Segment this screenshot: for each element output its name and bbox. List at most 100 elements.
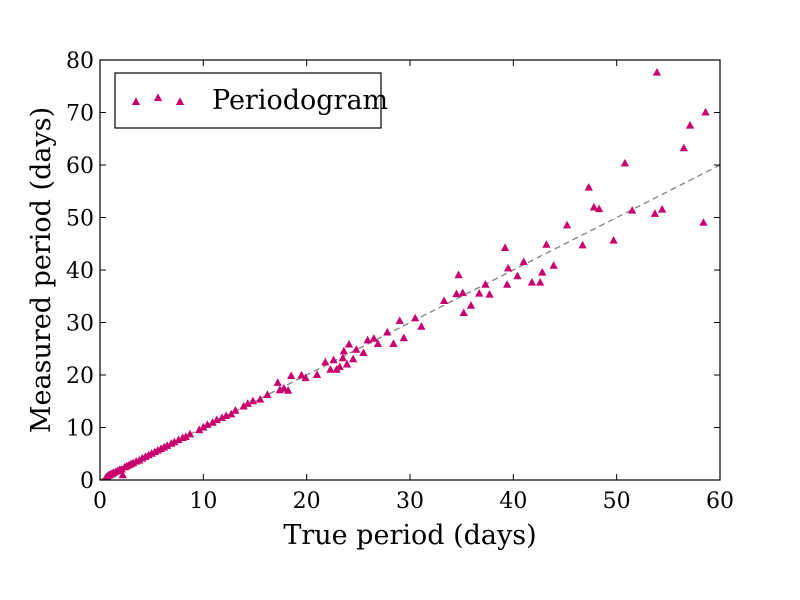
- data-point: [256, 395, 265, 403]
- data-point: [628, 206, 637, 214]
- data-point: [699, 218, 708, 226]
- data-point: [389, 339, 398, 348]
- data-point: [679, 143, 688, 152]
- data-point: [118, 470, 127, 479]
- data-point: [338, 353, 347, 362]
- data-point: [701, 107, 710, 116]
- legend-marker: [153, 93, 163, 101]
- y-tick-label: 10: [66, 417, 94, 442]
- data-point: [227, 409, 236, 418]
- data-point: [287, 371, 296, 380]
- data-point: [373, 339, 383, 348]
- data-point: [349, 354, 358, 363]
- data-point: [500, 243, 510, 251]
- x-tick-label: 40: [499, 489, 527, 514]
- y-axis-label: Measured period (days): [26, 107, 57, 433]
- data-point: [297, 370, 306, 379]
- data-point: [359, 348, 368, 356]
- data-point: [504, 263, 513, 272]
- data-point: [542, 240, 551, 248]
- data-point: [502, 280, 512, 288]
- y-tick-label: 50: [66, 207, 94, 232]
- data-point: [312, 370, 322, 378]
- data-point: [519, 257, 528, 266]
- reference-line: [99, 164, 721, 481]
- x-tick-label: 0: [93, 489, 107, 514]
- data-point: [513, 271, 522, 280]
- data-point: [326, 365, 335, 373]
- x-tick-label: 10: [189, 489, 217, 514]
- data-point: [399, 333, 408, 342]
- data-point: [199, 422, 208, 431]
- data-point: [578, 240, 587, 249]
- data-point: [652, 68, 662, 76]
- data-point: [475, 289, 484, 297]
- y-tick-label: 60: [66, 154, 94, 179]
- data-point: [452, 289, 461, 298]
- data-point: [203, 420, 212, 428]
- data-point: [195, 425, 204, 434]
- data-point: [536, 278, 545, 286]
- y-tick-label: 80: [66, 49, 94, 74]
- data-point: [208, 418, 217, 426]
- data-point: [584, 182, 593, 191]
- data-point: [163, 441, 172, 449]
- data-point: [417, 322, 426, 330]
- data-point: [217, 413, 227, 422]
- data-point: [589, 202, 599, 211]
- y-tick-label: 40: [66, 259, 94, 284]
- plot-frame: [99, 59, 721, 481]
- data-point: [335, 362, 344, 371]
- data-point: [383, 327, 392, 336]
- data-point: [454, 270, 463, 279]
- y-tick-label: 30: [66, 312, 94, 337]
- data-point: [459, 308, 468, 317]
- data-point: [185, 429, 195, 438]
- data-point: [301, 373, 310, 382]
- x-axis-label: True period (days): [283, 520, 536, 551]
- data-points-layer: [102, 68, 710, 481]
- legend-marker: [131, 97, 141, 105]
- data-point: [352, 345, 361, 353]
- x-tick-label: 50: [603, 489, 631, 514]
- data-point: [657, 205, 667, 213]
- data-point: [363, 335, 372, 344]
- data-point: [321, 357, 330, 366]
- data-point: [458, 288, 467, 297]
- data-point: [339, 346, 349, 355]
- data-point: [481, 280, 490, 288]
- y-tick-label: 70: [66, 102, 94, 127]
- x-tick-label: 30: [396, 489, 424, 514]
- data-point: [243, 399, 252, 407]
- data-point: [263, 390, 272, 398]
- y-tick-label: 20: [66, 364, 94, 389]
- y-tick-label: 0: [80, 469, 94, 494]
- data-point: [342, 359, 352, 368]
- data-point: [527, 278, 537, 286]
- data-point: [231, 406, 240, 414]
- legend-marker-group: [131, 93, 185, 105]
- data-point: [329, 355, 338, 364]
- data-point: [609, 236, 618, 244]
- data-point: [174, 435, 183, 444]
- legend-label-periodogram: Periodogram: [212, 85, 388, 116]
- data-point: [273, 378, 282, 386]
- data-point: [239, 401, 248, 410]
- data-point: [212, 415, 221, 424]
- legend-marker: [175, 97, 185, 105]
- data-point: [248, 396, 258, 405]
- data-point: [439, 296, 449, 304]
- data-point: [279, 384, 289, 392]
- data-point: [538, 268, 547, 276]
- data-point: [650, 209, 660, 217]
- data-point: [283, 386, 293, 394]
- data-point: [549, 261, 558, 269]
- data-point: [466, 301, 476, 309]
- reference-line-layer: [99, 164, 721, 481]
- data-point: [562, 220, 572, 229]
- data-point: [181, 432, 190, 440]
- data-point: [685, 121, 695, 129]
- x-tick-label: 20: [293, 489, 321, 514]
